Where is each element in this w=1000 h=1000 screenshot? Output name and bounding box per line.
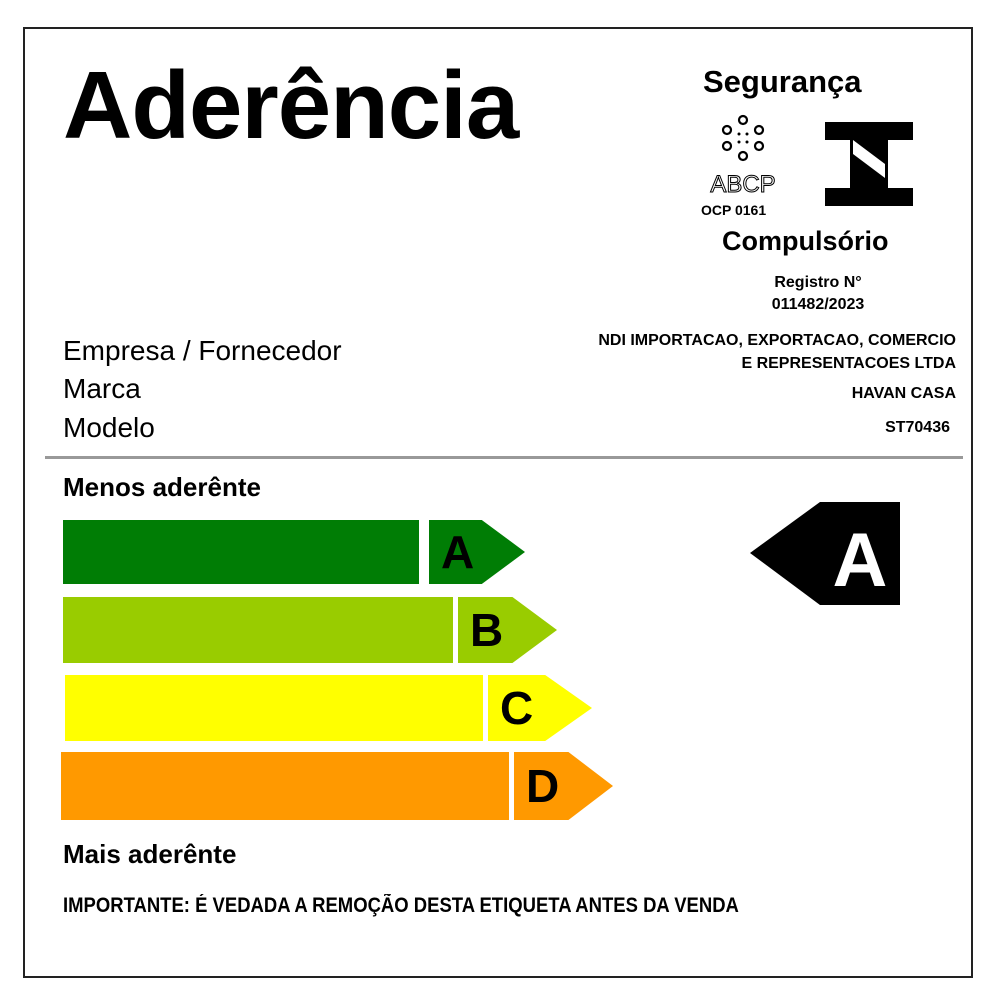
field-value-marca: HAVAN CASA [851,385,956,402]
label-frame [23,27,973,978]
rating-letter: A [833,518,888,603]
abcp-logo-text: ABCP [710,171,775,198]
scale-bar-d [61,752,509,820]
label-title: Aderência [63,52,519,159]
scale-arrow-a: A [429,520,525,584]
seal-heading: Segurança [703,64,862,99]
field-label-empresa: Empresa / Fornecedor [63,335,342,366]
seal-type: Compulsório [722,226,889,256]
scale-bar-a [63,520,419,584]
abcp-code: OCP 0161 [701,202,766,218]
field-label-modelo: Modelo [63,412,155,443]
scale-bar-c [65,675,483,741]
registro-label: Registro N° [774,274,862,291]
scale-top-label: Menos aderênte [63,472,261,502]
scale-letter: D [526,760,560,812]
scale-letter: B [470,604,504,656]
scale-letter: C [500,682,534,734]
scale-letter: A [441,526,475,578]
scale-bottom-label: Mais aderênte [63,839,237,869]
field-label-marca: Marca [63,373,141,404]
rating-indicator: A [750,502,900,605]
field-value-empresa-line1: NDI IMPORTACAO, EXPORTACAO, COMERCIO [598,332,956,349]
abcp-logo: ABCP OCP 0161 [701,114,776,218]
registro-number: 011482/2023 [771,296,865,313]
notice: IMPORTANTE: É VEDADA A REMOÇÃO DESTA ETI… [63,894,739,917]
divider [45,456,963,459]
field-value-empresa-line2: E REPRESENTACOES LTDA [741,355,956,372]
inmetro-i-icon [825,122,913,206]
scale-bar-b [63,597,453,663]
field-value-modelo: ST70436 [885,419,950,436]
